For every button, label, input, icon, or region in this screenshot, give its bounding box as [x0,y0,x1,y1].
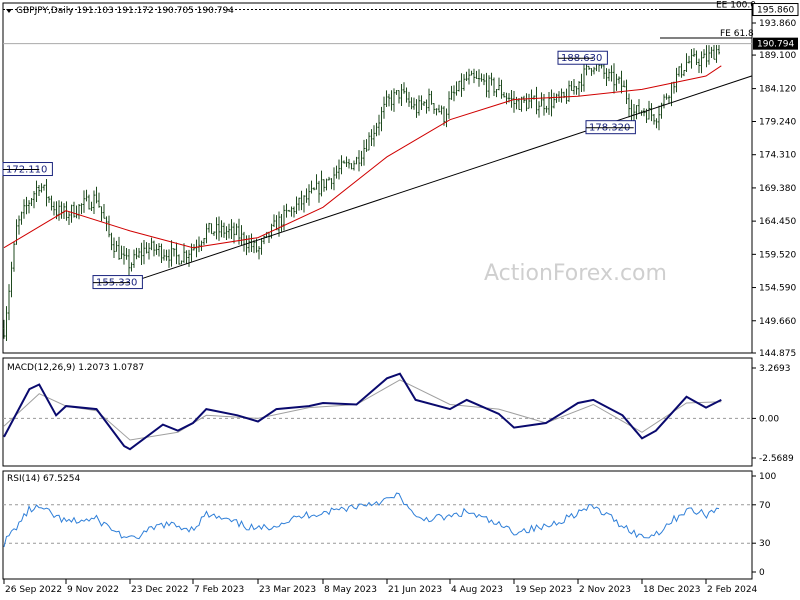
rsi-line [3,492,720,548]
date-tick-label: 18 Dec 2023 [643,585,701,595]
last-price-label: 190.794 [757,40,794,50]
main-frame [2,2,753,354]
ee-label: EE 100.0 [716,1,756,11]
date-axis: 26 Sep 2022 9 Nov 2022 23 Dec 2022 7 Feb 20… [3,579,758,595]
macd-panel: MACD(12,26,9) 1.2073 1.0787 3.2693 0.00 -2… [2,357,794,467]
rsi-tick-label: 0 [759,568,765,578]
price-tick-label: 144.875 [759,349,796,359]
watermark: ActionForex.com [484,261,667,286]
main-header: GBPJPY,Daily 191.103 191.172 190.705 190… [16,6,234,16]
price-axis: 193.860 189.100 184.120 179.240 174.310 169.3… [3,19,798,359]
main-panel: GBPJPY,Daily 191.103 191.172 190.705 190… [2,1,799,359]
moving-average-line [3,65,722,249]
date-tick-label: 7 Feb 2023 [194,585,244,595]
price-tick-label: 193.860 [759,19,796,29]
price-tick-label: 164.450 [759,217,796,227]
date-tick-label: 2 Nov 2023 [579,585,631,595]
price-tick-label: 184.120 [759,85,796,95]
macd-header: MACD(12,26,9) 1.2073 1.0787 [7,363,144,373]
date-tick-label: 9 Nov 2022 [67,585,119,595]
price-tick-label: 179.240 [759,117,796,127]
macd-axis: 3.2693 0.00 -2.5689 [3,364,794,464]
date-tick-label: 19 Sep 2023 [515,585,572,595]
rsi-tick-label: 30 [759,539,771,549]
price-tick-label: 189.100 [759,51,796,61]
fe-label: FE 61.8 [720,29,754,39]
last-price-box [753,37,798,50]
rsi-axis: 100 70 30 0 [3,472,776,578]
ee-price-label: 195.860 [757,6,794,16]
trend-line [129,75,753,284]
date-tick-label: 4 Aug 2023 [451,585,503,595]
date-tick-label: 23 Dec 2022 [131,585,189,595]
macd-tick-label: -2.5689 [759,454,794,464]
price-tick-label: 154.590 [759,284,796,294]
rsi-tick-label: 100 [759,472,776,482]
rsi-tick-label: 70 [759,501,771,511]
rsi-header: RSI(14) 67.5254 [7,474,80,484]
macd-tick-label: 0.00 [759,414,779,424]
date-tick-label: 21 Jun 2023 [388,585,442,595]
macd-tick-label: 3.2693 [759,364,791,374]
macd-frame [2,357,753,467]
date-tick-label: 23 Mar 2023 [259,585,316,595]
price-tick-label: 169.380 [759,184,796,194]
price-tick-label: 149.660 [759,317,796,327]
date-tick-label: 2 Feb 2024 [707,585,758,595]
price-tick-label: 174.310 [759,151,796,161]
rsi-frame [2,470,753,580]
candlestick-series [3,44,720,342]
rsi-panel: RSI(14) 67.5254 100 70 30 0 [2,470,776,580]
date-tick-label: 8 May 2023 [324,585,377,595]
price-tick-label: 159.520 [759,250,796,260]
macd-line [3,372,722,451]
ee-price-box [752,3,799,17]
date-tick-label: 26 Sep 2022 [5,585,62,595]
macd-signal-line [3,379,722,441]
